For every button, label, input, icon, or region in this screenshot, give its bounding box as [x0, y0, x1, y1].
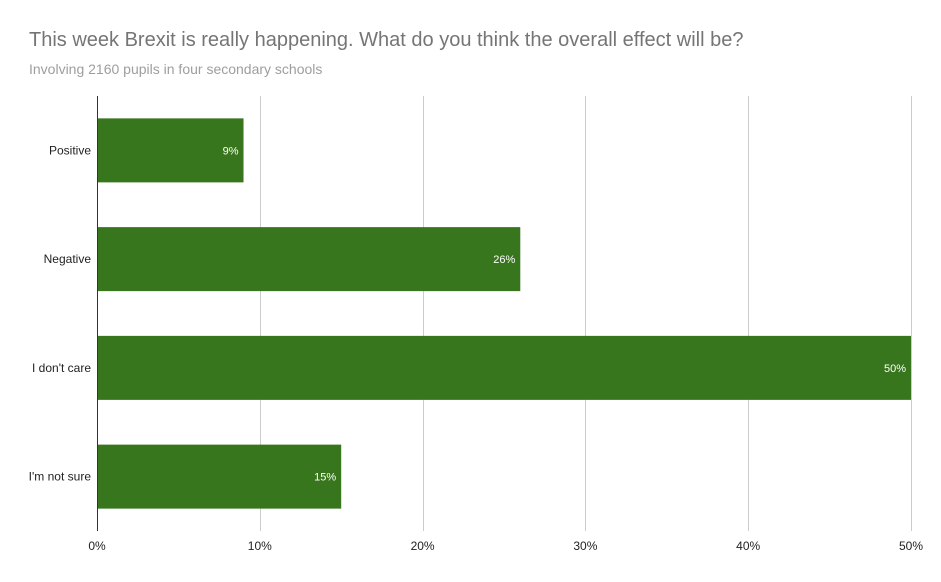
data-label: 50% [884, 363, 906, 375]
x-tick-label: 50% [899, 539, 923, 553]
bars [97, 118, 911, 509]
bar [97, 227, 521, 292]
bar [97, 118, 244, 183]
x-tick-label: 30% [573, 539, 597, 553]
x-tick-label: 20% [411, 539, 435, 553]
data-label: 26% [493, 254, 515, 266]
bar [97, 444, 342, 509]
category-label: I'm not sure [29, 470, 92, 484]
category-label: Positive [49, 143, 91, 157]
category-label: I don't care [32, 361, 91, 375]
data-label: 9% [223, 145, 239, 157]
bar [97, 335, 911, 400]
x-tick-label: 40% [736, 539, 760, 553]
category-label: Negative [44, 252, 92, 266]
labels: 0% 10% 20% 30% 40% 50% 9% Positive 26% Negative 50… [29, 143, 924, 553]
chart-subtitle: Involving 2160 pupils in four secondary … [29, 61, 323, 77]
x-tick-label: 10% [248, 539, 272, 553]
gridlines [260, 96, 912, 531]
data-label: 15% [314, 472, 336, 484]
chart-title: This week Brexit is really happening. Wh… [29, 29, 744, 51]
x-tick-label: 0% [88, 539, 106, 553]
